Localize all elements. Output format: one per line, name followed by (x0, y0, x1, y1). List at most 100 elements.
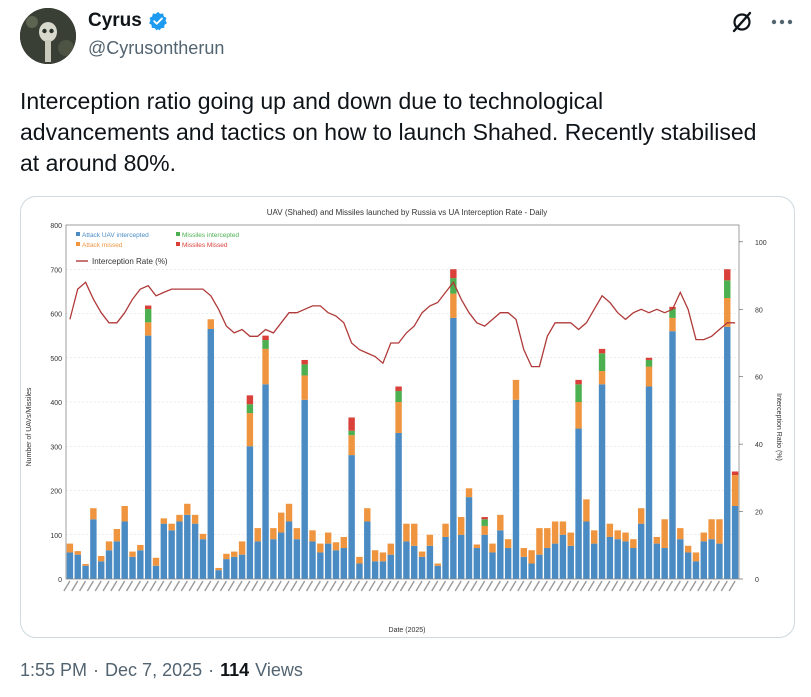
chart-y-axis-label: Number of UAVs/Missiles (26, 387, 33, 466)
bar-segment (231, 556, 238, 579)
bar-segment (129, 551, 136, 557)
bar-segment (598, 353, 606, 372)
bar-segment (262, 335, 269, 341)
bar-segment (66, 543, 74, 553)
tweet-media-chart[interactable]: 0 100 200 300 400 500 600 700 800 0 20 40 60 80 100 UA… (20, 196, 795, 638)
bar-segment (364, 508, 371, 522)
x-tick-label (658, 580, 666, 592)
x-tick-label (243, 580, 251, 592)
bar-segment (481, 525, 488, 535)
bar-segment (168, 530, 175, 579)
x-tick-label (626, 580, 634, 592)
bar-segment (684, 552, 692, 579)
bar-segment (121, 505, 128, 522)
x-tick-label (712, 580, 721, 592)
bar-segment (622, 532, 629, 542)
bar-segment (426, 534, 434, 546)
tweet-date[interactable]: Dec 7, 2025 (105, 660, 203, 680)
bar-segment (223, 553, 230, 560)
bar-segment (246, 413, 254, 447)
bar-segment (176, 521, 183, 579)
bar-segment (591, 530, 598, 544)
bar-segment (450, 278, 457, 294)
x-tick-label (258, 580, 267, 592)
bar-segment (465, 488, 473, 498)
bar-segment (215, 570, 222, 579)
x-tick-label (305, 580, 314, 592)
x-tick-label (540, 580, 548, 592)
bar-segment (575, 402, 582, 429)
bar-segment (395, 432, 402, 579)
bar-segment (481, 519, 488, 526)
bar-segment (473, 544, 481, 549)
x-tick-label (235, 580, 243, 592)
bar-segment (90, 519, 97, 579)
chart-title: UAV (Shahed) and Missiles launched by Ru… (267, 208, 547, 217)
bar-segment (716, 519, 723, 544)
bar-segment (246, 446, 254, 579)
bar-segment (277, 532, 285, 579)
x-tick-label (399, 580, 408, 592)
x-tick-label (360, 580, 368, 592)
bar-segment (700, 532, 707, 542)
display-name[interactable]: Cyrus (88, 10, 142, 31)
tweet-time[interactable]: 1:55 PM (20, 660, 88, 680)
x-tick-label (219, 580, 228, 592)
bar-segment (215, 567, 222, 571)
bar-segment (606, 536, 614, 579)
bar-segment (113, 528, 121, 542)
more-icon[interactable] (768, 8, 796, 36)
bar-segment (238, 541, 246, 555)
bar-segment (559, 521, 567, 535)
bar-segment (223, 559, 230, 579)
x-tick-label (720, 580, 728, 592)
bar-segment (489, 552, 496, 579)
legend-swatch (176, 242, 180, 246)
x-tick-label (321, 580, 329, 592)
bar-segment (731, 505, 739, 579)
x-tick-label (133, 580, 141, 592)
x-tick-label (423, 580, 431, 592)
x-tick-label (681, 580, 689, 592)
bar-segment (622, 541, 629, 579)
x-tick-label (368, 580, 376, 592)
bar-segment (387, 554, 394, 579)
x-tick-label (532, 580, 541, 592)
bar-segment (356, 563, 363, 579)
x-tick-label (618, 580, 627, 592)
author-handle[interactable]: @Cyrusontherun (88, 38, 225, 58)
bar-segment (152, 557, 160, 566)
bar-segment (575, 384, 582, 402)
legend-label: Missiles Missed (182, 242, 228, 249)
bar-segment (434, 563, 441, 566)
bar-segment (309, 530, 316, 542)
x-tick-label (509, 580, 517, 592)
grok-icon[interactable] (728, 8, 756, 36)
y-tick-label: 400 (50, 400, 62, 407)
bar-segment (669, 317, 676, 332)
bar-segment (246, 404, 254, 414)
x-tick-label (211, 580, 220, 592)
bar-segment (371, 561, 379, 579)
x-tick-label (485, 580, 494, 592)
x-tick-label (665, 580, 674, 592)
bar-segment (356, 556, 363, 564)
bar-segment (551, 543, 559, 579)
y2-tick-label: 100 (755, 240, 767, 247)
bar-segment (301, 359, 308, 365)
x-tick-label (352, 580, 361, 592)
bar-segment (504, 548, 512, 579)
bar-segment (653, 536, 661, 544)
x-tick-label (391, 580, 400, 592)
x-tick-label (157, 580, 165, 592)
legend-swatch (76, 242, 80, 246)
views-label: Views (255, 660, 303, 680)
legend-label: Attack UAV intercepted (82, 232, 149, 239)
avatar[interactable] (20, 8, 76, 64)
bar-segment (395, 402, 402, 433)
x-tick-label (313, 580, 321, 592)
bar-segment (317, 552, 324, 579)
bar-segment (262, 340, 269, 349)
meta-separator: · (208, 660, 215, 680)
views-count[interactable]: 114 (220, 660, 250, 680)
